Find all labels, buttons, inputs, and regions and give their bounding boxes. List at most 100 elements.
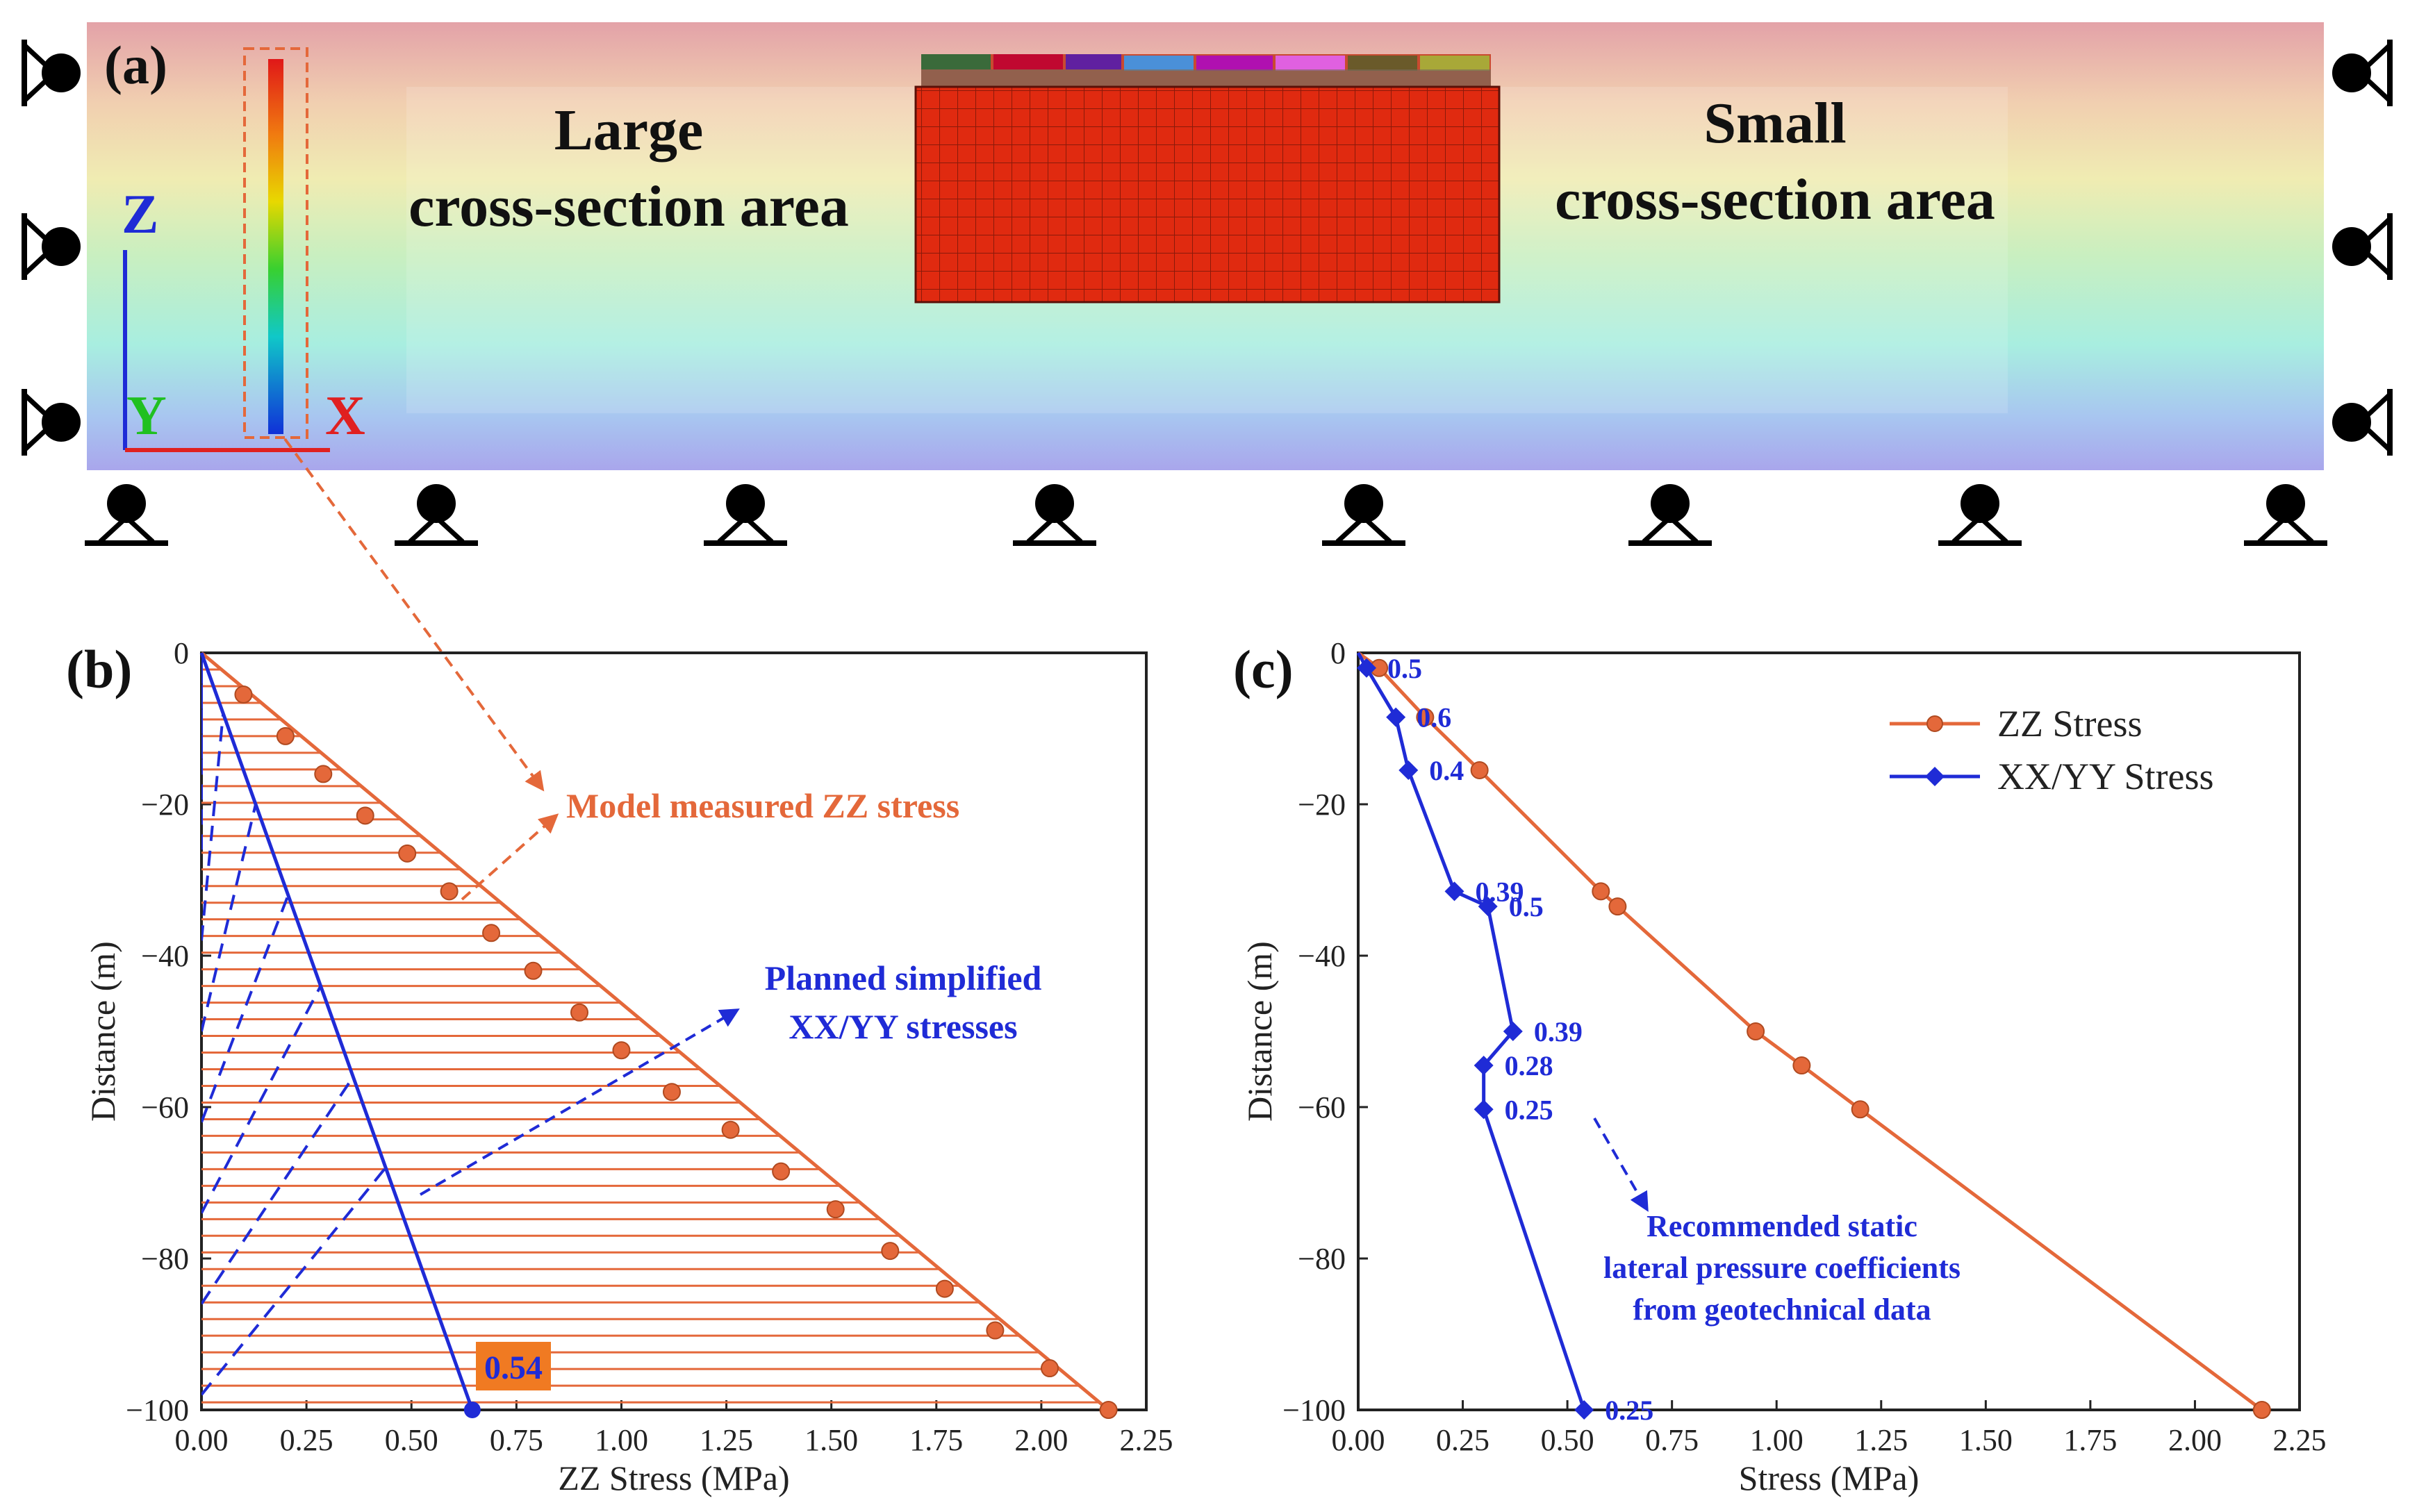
c-coef-label-2: 0.4: [1429, 755, 1464, 786]
b-ytick-label-1: −20: [141, 788, 189, 822]
c-xtick-label-9: 2.25: [2273, 1423, 2327, 1457]
b-zz-point-14: [826, 1200, 845, 1219]
c-xx-point-8: [1574, 1400, 1594, 1420]
b-zz-point-15: [881, 1242, 900, 1261]
c-xx-point-2: [1398, 760, 1419, 780]
c-coef-label-5: 0.39: [1534, 1016, 1583, 1047]
b-xtick-label-5: 1.25: [700, 1423, 753, 1457]
panel-c-label: (c): [1233, 639, 1294, 699]
right-support-roller-1: [2332, 227, 2371, 266]
c-coef-label-0: 0.5: [1387, 653, 1422, 684]
legend: ZZ Stress XX/YY Stress: [1890, 703, 2214, 797]
b-zz-point-2: [276, 726, 295, 745]
b-xtick-label-2: 0.50: [385, 1423, 438, 1457]
left-support-roller-2: [42, 403, 81, 442]
b-xtick-label-4: 1.00: [595, 1423, 648, 1457]
c-ytick-label-5: −100: [1282, 1393, 1346, 1427]
axis-y-label: Y: [126, 385, 167, 447]
c-xtick-label-4: 1.00: [1750, 1423, 1804, 1457]
annotation-planned-line1: Planned simplified: [765, 958, 1042, 997]
annotation-planned-line2: XX/YY stresses: [789, 1007, 1017, 1046]
b-blue-hatch-4: [201, 895, 290, 1123]
b-blue-hatch-3: [201, 804, 257, 1032]
c-xx-line: [1356, 651, 1586, 1411]
b-xtick-label-3: 0.75: [490, 1423, 543, 1457]
b-zz-point-19: [1099, 1401, 1118, 1419]
b-xtick-label-0: 0.00: [175, 1423, 229, 1457]
bottom-support-roller-0: [107, 484, 146, 523]
right-support-roller-0: [2332, 53, 2371, 92]
left-support-roller-1: [42, 227, 81, 266]
c-coef-label-1: 0.6: [1417, 702, 1451, 733]
b-zz-point-4: [356, 806, 374, 825]
c-zz-point-8: [2252, 1401, 2271, 1419]
c-ytick-label-0: 0: [1330, 636, 1346, 670]
b-zz-point-11: [662, 1083, 681, 1102]
b-yaxis-title: Distance (m): [83, 941, 122, 1122]
c-xtick-label-8: 2.00: [2168, 1423, 2222, 1457]
c-xtick-label-2: 0.50: [1541, 1423, 1594, 1457]
b-ytick-label-0: 0: [174, 636, 189, 670]
b-xtick-label-6: 1.50: [804, 1423, 858, 1457]
b-zz-point-13: [772, 1162, 791, 1181]
c-coef-label-7: 0.25: [1505, 1094, 1553, 1125]
c-xtick-label-1: 0.25: [1436, 1423, 1489, 1457]
b-zz-point-12: [721, 1120, 740, 1139]
right-support-roller-2: [2332, 403, 2371, 442]
bottom-support-frame-2: [717, 514, 774, 544]
c-yaxis-title: Distance (m): [1240, 941, 1279, 1122]
bottom-roller-supports: [85, 484, 2327, 546]
colorbar-selection-box: [243, 47, 308, 439]
left-area-line2: cross-section area: [408, 174, 849, 239]
annotation-rec-line3: from geotechnical data: [1633, 1293, 1931, 1327]
annotation-rec-line1: Recommended static: [1646, 1209, 1917, 1243]
right-roller-supports: [2332, 40, 2393, 456]
left-support-roller-0: [42, 53, 81, 92]
c-xtick-label-3: 0.75: [1645, 1423, 1699, 1457]
b-xx-line: [199, 652, 474, 1411]
left-roller-supports: [22, 40, 81, 456]
bottom-support-frame-0: [98, 514, 155, 544]
b-ytick-label-3: −60: [141, 1090, 189, 1124]
bottom-support-frame-1: [408, 514, 465, 544]
bottom-support-frame-7: [2257, 514, 2314, 544]
c-xx-point-6: [1474, 1056, 1494, 1076]
c-coef-label-8: 0.25: [1605, 1395, 1653, 1426]
bottom-support-frame-3: [1026, 514, 1083, 544]
c-xx-point-0: [1357, 658, 1377, 678]
annotation-model-zz: Model measured ZZ stress: [566, 786, 959, 825]
c-zz-point-3: [1592, 882, 1610, 901]
chart-c: 0.00 0.25 0.50 0.75 1.00 1.25 1.50 1.75 2.00 2.25…: [1240, 636, 2327, 1497]
b-ytick-label-4: −80: [141, 1242, 189, 1276]
c-xx-point-4: [1478, 897, 1498, 917]
c-xaxis-title: Stress (MPa): [1739, 1459, 1920, 1497]
bottom-support-roller-3: [1035, 484, 1074, 523]
c-ytick-label-1: −20: [1298, 788, 1346, 822]
b-zz-point-1: [234, 685, 253, 704]
panel-b-label: (b): [66, 639, 132, 699]
b-blue-hatch-5: [201, 985, 322, 1214]
c-zz-point-1: [1416, 708, 1435, 726]
bottom-support-roller-6: [1961, 484, 1999, 523]
right-area-line1: Small: [1703, 91, 1846, 156]
annotation-rec-line2: lateral pressure coefficients: [1603, 1251, 1961, 1285]
c-xtick-label-5: 1.25: [1854, 1423, 1908, 1457]
legend-xx: XX/YY Stress: [1997, 756, 2214, 797]
c-xtick-label-0: 0.00: [1332, 1423, 1385, 1457]
c-zz-point-2: [1470, 761, 1489, 779]
c-xx-point-5: [1503, 1022, 1523, 1041]
c-zz-line: [1357, 651, 2263, 1412]
right-area-line2: cross-section area: [1555, 167, 1995, 232]
arrow-model-zz: [461, 813, 559, 901]
c-xx-point-7: [1474, 1099, 1494, 1120]
value-badge-054: [476, 1342, 551, 1390]
b-zz-point-17: [986, 1321, 1005, 1340]
b-blue-hatch-2: [201, 713, 225, 941]
c-zz-point-6: [1792, 1056, 1811, 1075]
c-zz-point-5: [1747, 1022, 1765, 1040]
b-xx-endpoint: [463, 1402, 481, 1418]
stress-colorbar: [268, 59, 283, 434]
c-ytick-label-4: −80: [1298, 1242, 1346, 1276]
bottom-support-roller-1: [417, 484, 456, 523]
